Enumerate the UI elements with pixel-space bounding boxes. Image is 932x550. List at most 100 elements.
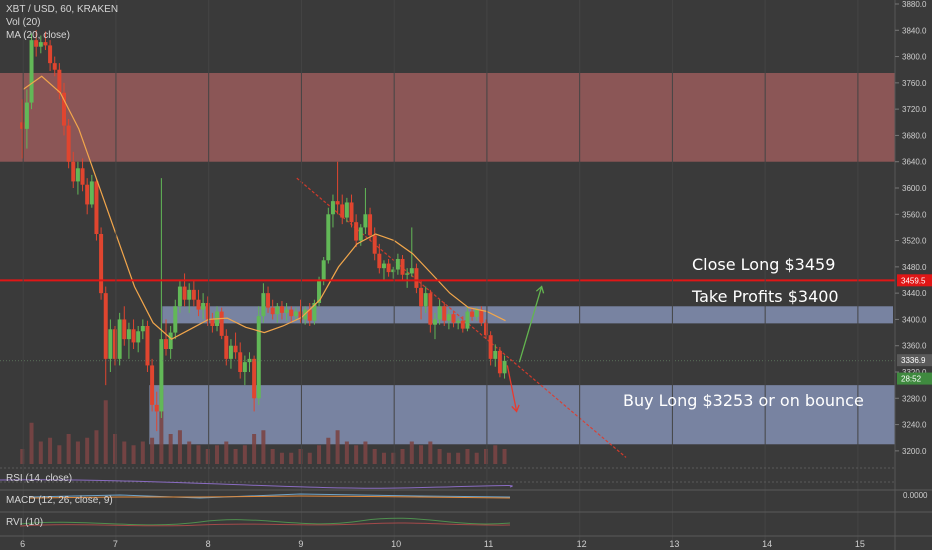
y-tick-label: 3520.0 xyxy=(902,237,927,246)
y-tick-label: 3200.0 xyxy=(902,447,927,456)
candle-body xyxy=(479,309,484,323)
volume-bar xyxy=(391,452,396,464)
x-tick-label: 14 xyxy=(762,539,772,549)
arrow-down[interactable] xyxy=(506,365,518,412)
volume-bar xyxy=(48,437,53,464)
candle-body xyxy=(219,311,224,336)
candle-body xyxy=(326,214,331,261)
candle-body xyxy=(168,332,173,349)
y-tick-label: 3840.0 xyxy=(902,26,927,35)
candle-body xyxy=(80,168,85,185)
volume-bar xyxy=(66,434,71,464)
candle-body xyxy=(372,235,377,254)
volume-bar xyxy=(372,449,377,464)
candle-body xyxy=(247,358,252,363)
candle-body xyxy=(228,345,233,359)
candle-body xyxy=(470,311,475,317)
volume-bar xyxy=(474,452,479,464)
volume-bar xyxy=(113,434,118,464)
candle-body xyxy=(113,329,118,359)
candle-body xyxy=(196,299,201,310)
candle-body xyxy=(460,320,465,329)
candle-body xyxy=(377,253,382,269)
x-tick-label: 12 xyxy=(577,539,587,549)
y-tick-label: 3560.0 xyxy=(902,210,927,219)
volume-bar xyxy=(196,445,201,464)
volume-bar xyxy=(456,452,461,464)
candle-body xyxy=(344,202,349,218)
x-tick-label: 7 xyxy=(113,539,118,549)
candle-body xyxy=(164,339,169,349)
symbol-legend: XBT / USD, 60, KRAKEN xyxy=(6,4,119,15)
candle-body xyxy=(89,181,94,205)
candle-body xyxy=(108,329,113,359)
candle-body xyxy=(502,360,507,374)
volume-bar xyxy=(428,441,433,464)
candle-body xyxy=(266,293,271,308)
candle-body xyxy=(432,319,437,325)
macd-legend: MACD (12, 26, close, 9) xyxy=(6,495,113,506)
red-line-price-tag-bg xyxy=(897,274,932,287)
take-profit-zone xyxy=(162,306,894,324)
y-tick-label: 3360.0 xyxy=(902,342,927,351)
candle-body xyxy=(34,40,39,47)
candle-body xyxy=(242,362,247,372)
candle-body xyxy=(358,227,363,241)
x-tick-label: 10 xyxy=(391,539,401,549)
candle-body xyxy=(71,161,76,182)
arrow-down-head xyxy=(511,404,520,413)
candle-body xyxy=(368,214,373,236)
volume-bar xyxy=(57,445,62,464)
volume-bar xyxy=(465,449,470,464)
volume-bar xyxy=(363,441,368,464)
candle-body xyxy=(150,365,155,405)
candle-body xyxy=(293,311,298,317)
volume-bar xyxy=(344,441,349,464)
candle-body xyxy=(488,335,493,359)
volume-bar xyxy=(493,445,498,464)
candle-body xyxy=(446,314,451,321)
countdown-tag: 28:52 xyxy=(901,375,922,384)
volume-bar xyxy=(326,437,331,464)
volume-bar xyxy=(289,452,294,464)
volume-bar xyxy=(131,445,136,464)
volume-bar xyxy=(103,400,108,464)
volume-bar xyxy=(215,445,220,464)
y-tick-label: 3880.0 xyxy=(902,0,927,9)
candle-body xyxy=(57,69,62,93)
candle-body xyxy=(61,92,66,126)
candle-body xyxy=(131,329,136,343)
candle-body xyxy=(335,201,340,205)
y-tick-label: 3480.0 xyxy=(902,263,927,272)
red-line-price-tag: 3459.5 xyxy=(901,276,926,285)
x-tick-label: 11 xyxy=(484,539,493,549)
arrow-up[interactable] xyxy=(518,286,543,363)
candle-body xyxy=(201,303,206,310)
x-tick-label: 13 xyxy=(669,539,679,549)
volume-bar xyxy=(502,449,507,464)
rsi-line xyxy=(0,479,513,489)
candle-body xyxy=(279,306,284,313)
candle-body xyxy=(363,214,368,228)
candle-body xyxy=(48,45,53,64)
rvi-line xyxy=(19,517,511,526)
volume-bar xyxy=(38,441,43,464)
volume-bar xyxy=(122,441,127,464)
candle-body xyxy=(43,42,48,46)
candle-body xyxy=(159,339,164,412)
volume-bar xyxy=(279,452,284,464)
volume-bar xyxy=(150,437,155,464)
candle-body xyxy=(224,335,229,359)
volume-bar xyxy=(437,449,442,464)
candle-body xyxy=(99,234,104,294)
countdown-tag-bg xyxy=(897,372,932,385)
candle-body xyxy=(136,331,141,343)
last-price-tag-bg xyxy=(897,354,932,367)
candle-body xyxy=(307,309,312,321)
volume-bar xyxy=(400,449,405,464)
candle-body xyxy=(349,202,354,223)
candle-body xyxy=(451,314,456,323)
y-tick-label: 3240.0 xyxy=(902,421,927,430)
buy-long-label: Buy Long $3253 or on bounce xyxy=(623,391,864,410)
